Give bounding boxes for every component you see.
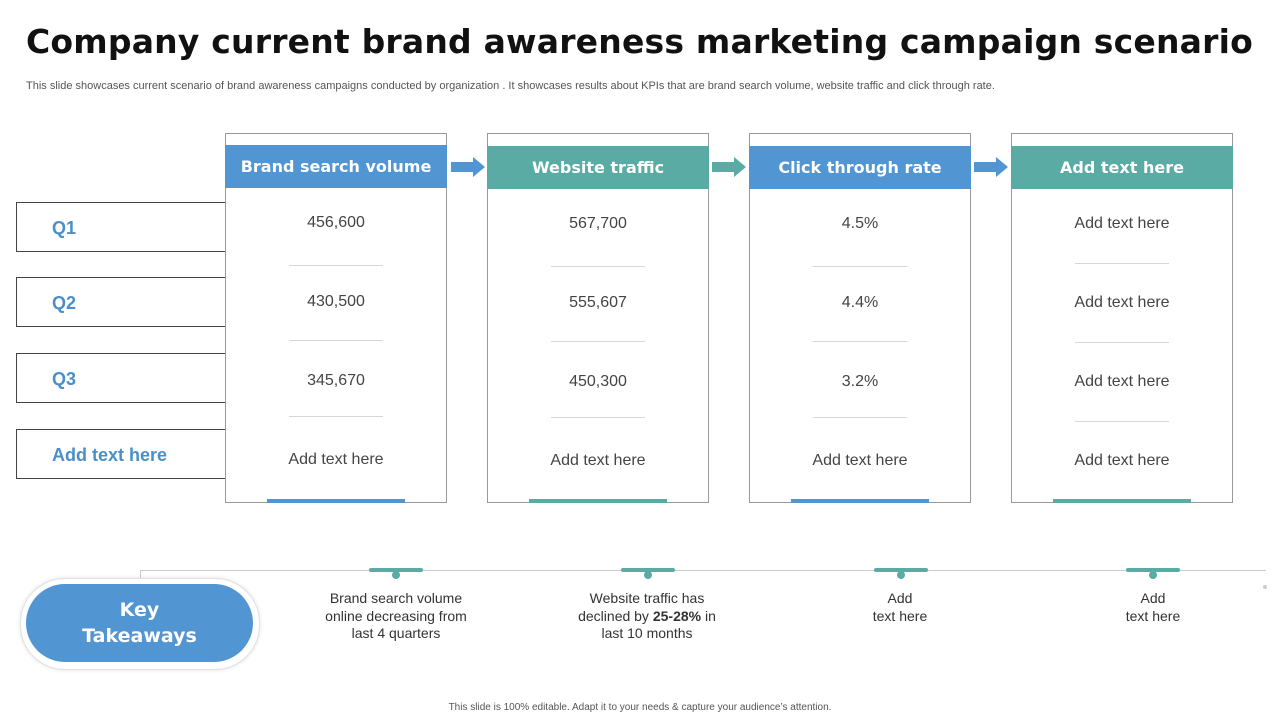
cell-q1: 567,700	[569, 215, 627, 232]
row-label-text: Q3	[52, 369, 77, 389]
takeaway-line: Brand search volume	[329, 590, 463, 606]
cell-q3: 450,300	[569, 373, 627, 390]
timeline-dot	[1149, 571, 1157, 579]
footer-note: This slide is 100% editable. Adapt it to…	[448, 702, 832, 713]
cell-add: Add text here	[812, 452, 908, 469]
row-label-add: Add text here	[16, 429, 225, 479]
row-label-q3: Q3	[16, 353, 225, 403]
arrow-right-icon	[451, 157, 485, 177]
key-takeaways-badge: Key Takeaways	[26, 584, 253, 662]
kpi-column-add-text: Add text here Add text here Add text her…	[1011, 133, 1233, 503]
row-label-text: Q1	[52, 218, 77, 238]
divider	[289, 416, 383, 417]
takeaway-line: Add	[887, 590, 913, 606]
timeline-end-dot	[1263, 585, 1267, 589]
takeaway-line: text here	[1125, 607, 1181, 624]
cell-add: Add text here	[1074, 452, 1170, 469]
column-accent-bar	[791, 499, 929, 503]
takeaways-timeline	[140, 570, 1266, 571]
divider	[813, 417, 907, 418]
cell-q3: 345,670	[307, 372, 365, 389]
cell-q3: 3.2%	[841, 373, 879, 390]
takeaway-line: online decreasing from	[325, 607, 467, 624]
takeaway-line: declined by 25-28% in	[547, 608, 747, 626]
takeaway-line: last 10 months	[601, 625, 693, 641]
takeaway-item-4: Add text here	[1053, 590, 1253, 625]
cell-add: Add text here	[550, 452, 646, 469]
column-header: Website traffic	[487, 146, 709, 189]
kpi-column-website-traffic: Website traffic 567,700 555,607 450,300 …	[487, 133, 709, 503]
cell-q1: 4.5%	[841, 215, 879, 232]
page-subtitle: This slide showcases current scenario of…	[26, 80, 995, 92]
takeaway-item-1: Brand search volume online decreasing fr…	[296, 590, 496, 643]
cell-q2: 430,500	[307, 293, 365, 310]
row-label-q1: Q1	[16, 202, 225, 252]
takeaway-item-2: Website traffic has declined by 25-28% i…	[547, 590, 747, 643]
divider	[551, 341, 645, 342]
divider	[1075, 342, 1169, 343]
column-header: Click through rate	[749, 146, 971, 189]
column-accent-bar	[529, 499, 667, 503]
takeaway-line: text here	[872, 607, 928, 624]
cell-q2: 4.4%	[841, 294, 879, 311]
timeline-start-tick	[140, 570, 141, 578]
cell-q1: 456,600	[307, 214, 365, 231]
cell-q2: Add text here	[1074, 294, 1170, 311]
row-label-q2: Q2	[16, 277, 225, 327]
column-header: Brand search volume	[225, 145, 447, 188]
takeaway-item-3: Add text here	[800, 590, 1000, 625]
timeline-dot	[392, 571, 400, 579]
divider	[289, 265, 383, 266]
timeline-marker	[369, 568, 423, 572]
timeline-dot	[897, 571, 905, 579]
row-label-text: Q2	[52, 293, 77, 313]
divider	[289, 340, 383, 341]
column-header: Add text here	[1011, 146, 1233, 189]
divider	[551, 266, 645, 267]
row-label-text: Add text here	[52, 445, 168, 465]
takeaway-highlight: 25-28%	[652, 607, 702, 624]
divider	[1075, 421, 1169, 422]
takeaway-line: Add	[1140, 590, 1166, 606]
key-takeaways-label-line2: Takeaways	[82, 625, 197, 647]
divider	[1075, 263, 1169, 264]
cell-add: Add text here	[288, 451, 384, 468]
kpi-column-brand-search-volume: Brand search volume 456,600 430,500 345,…	[225, 133, 447, 503]
timeline-marker	[1126, 568, 1180, 572]
column-accent-bar	[267, 499, 405, 503]
timeline-dot	[644, 571, 652, 579]
cell-q2: 555,607	[569, 294, 627, 311]
cell-q1: Add text here	[1074, 215, 1170, 232]
cell-q3: Add text here	[1074, 373, 1170, 390]
timeline-marker	[621, 568, 675, 572]
divider	[813, 266, 907, 267]
column-accent-bar	[1053, 499, 1191, 503]
key-takeaways-label-line1: Key	[119, 599, 160, 621]
page-title: Company current brand awareness marketin…	[26, 22, 1253, 61]
takeaway-text: declined by	[578, 607, 653, 624]
arrow-right-icon	[974, 157, 1008, 177]
divider	[551, 417, 645, 418]
takeaway-text: in	[701, 607, 716, 624]
timeline-marker	[874, 568, 928, 572]
takeaway-line: Website traffic has	[589, 590, 705, 606]
arrow-right-icon	[712, 157, 746, 177]
kpi-column-click-through-rate: Click through rate 4.5% 4.4% 3.2% Add te…	[749, 133, 971, 503]
divider	[813, 341, 907, 342]
takeaway-line: last 4 quarters	[351, 625, 441, 641]
